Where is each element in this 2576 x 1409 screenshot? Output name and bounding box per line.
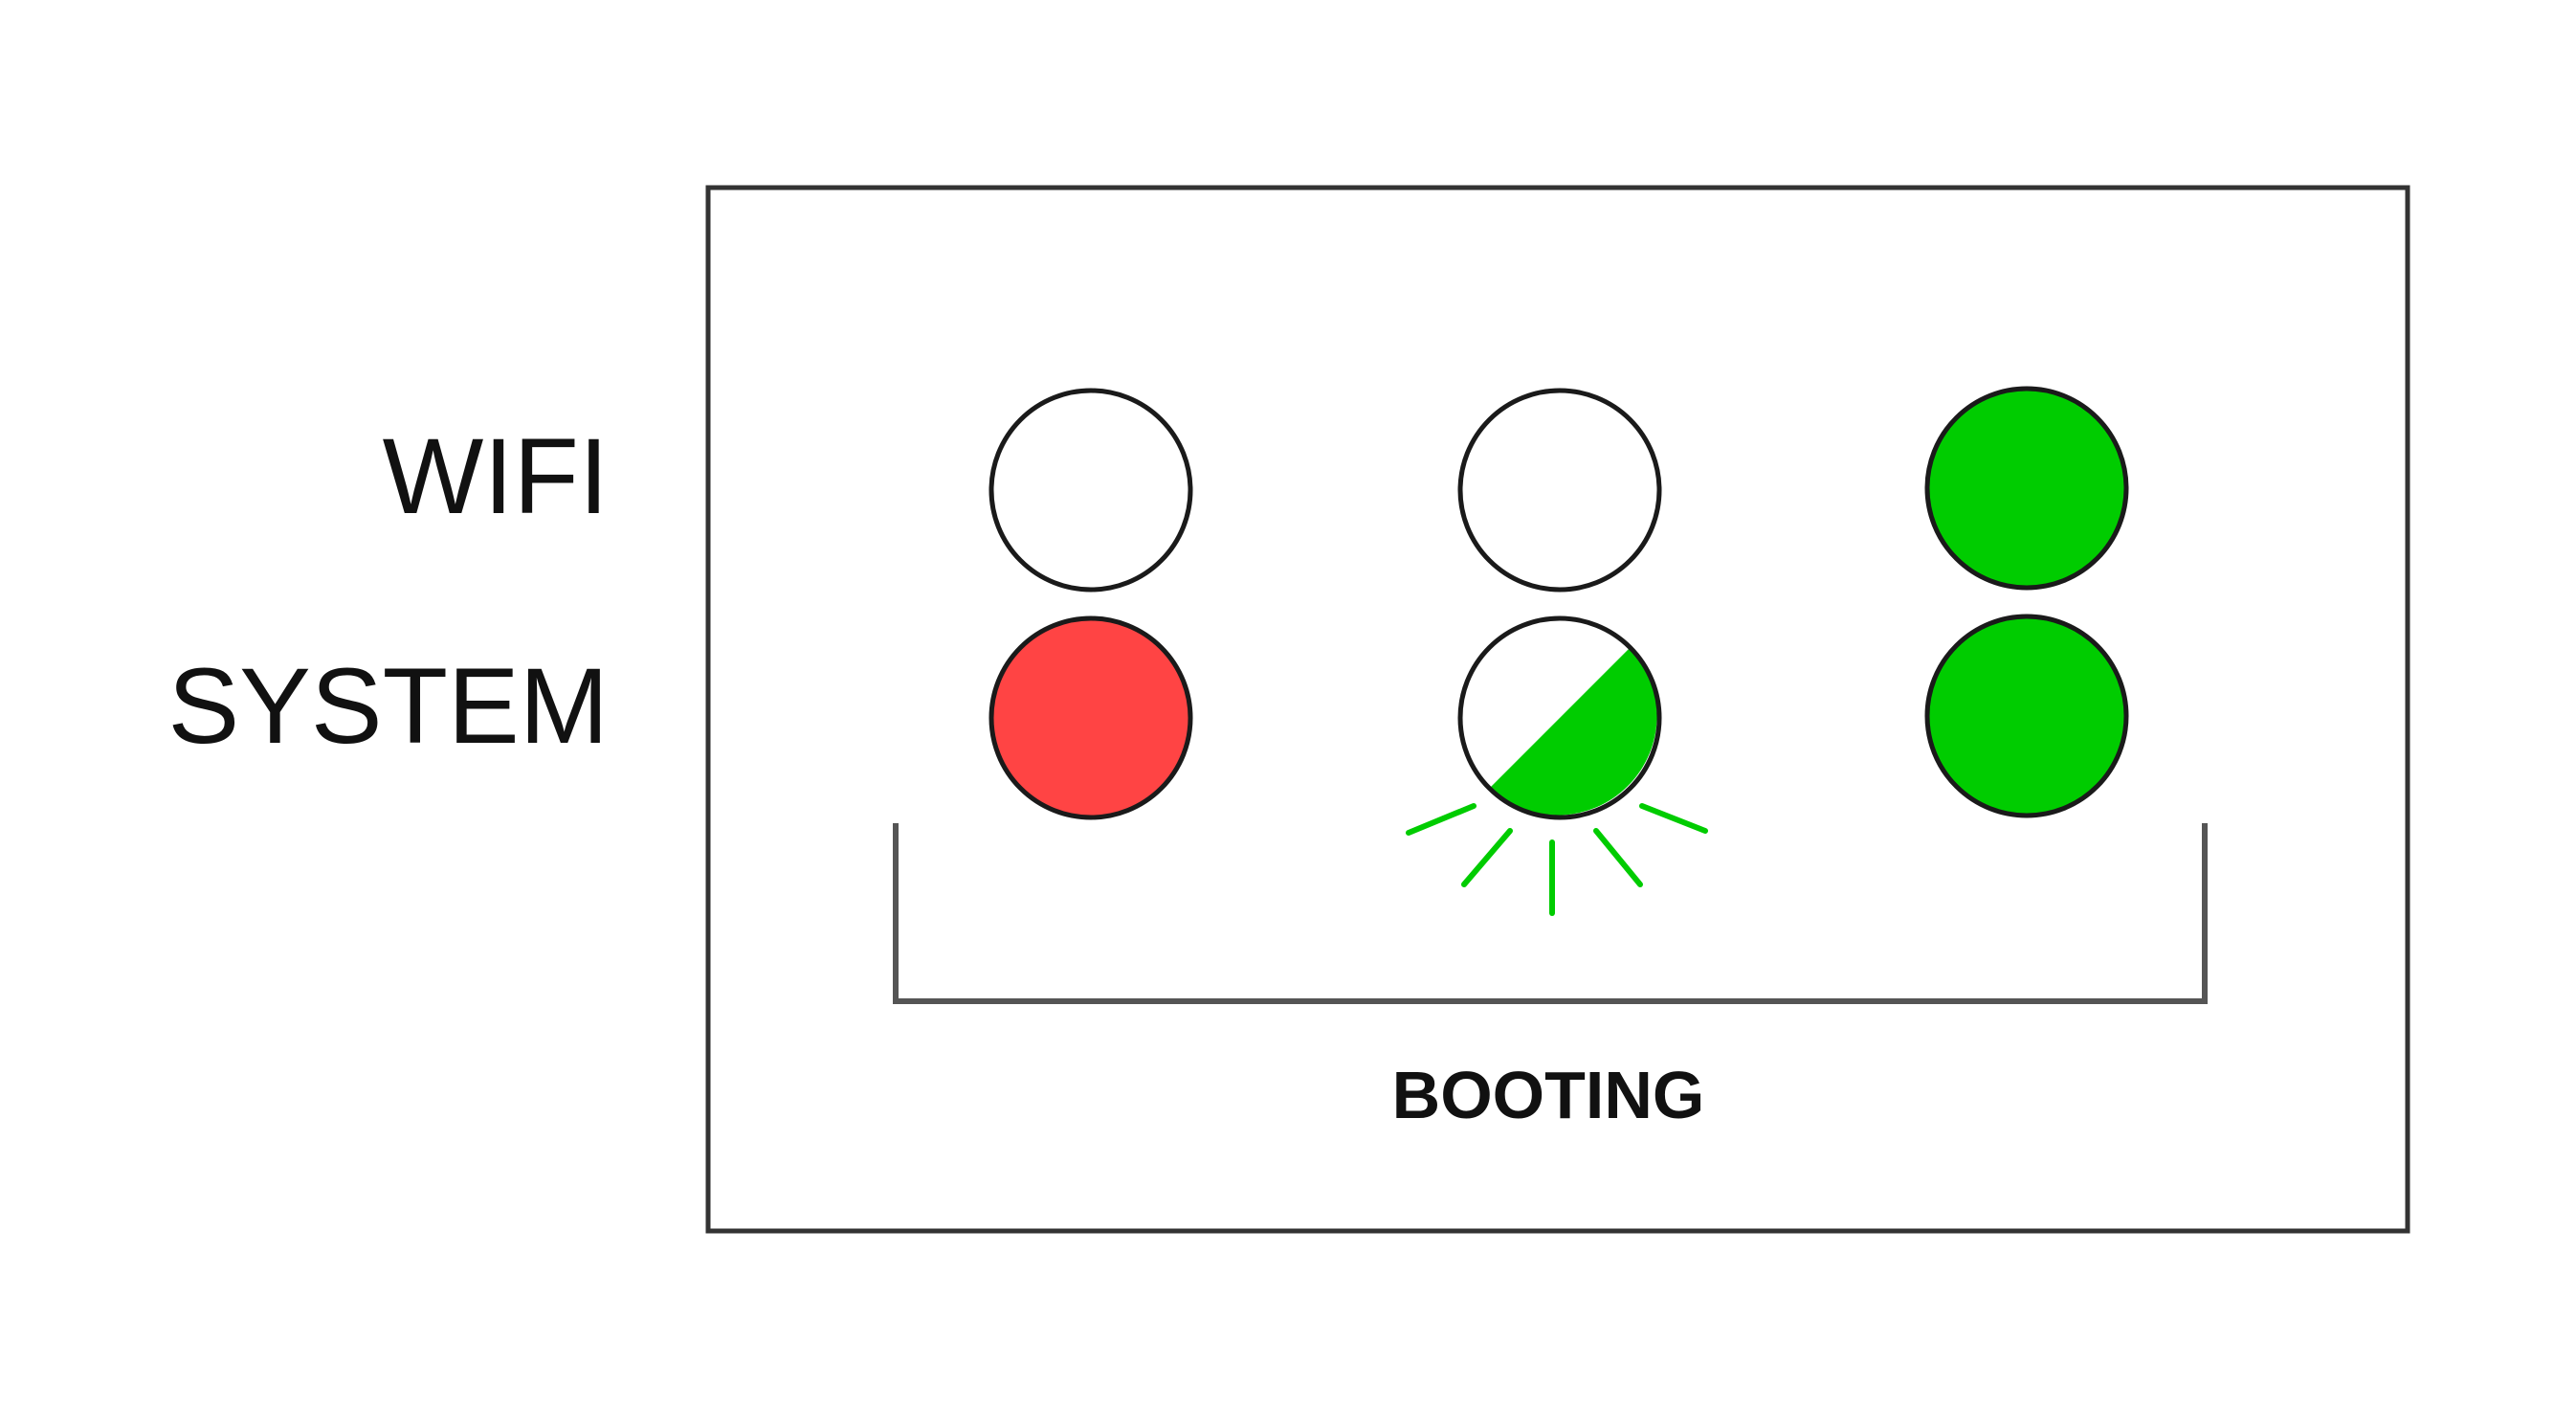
booting-caption: BOOTING	[1392, 1058, 1705, 1132]
state-2-system-led	[1457, 615, 1662, 820]
state-1-system-led	[988, 615, 1193, 820]
blink-ray	[1593, 828, 1643, 887]
wifi-row-label: WIFI	[383, 416, 609, 536]
blink-rays	[1406, 803, 1708, 916]
state-2-wifi-led	[1457, 388, 1662, 593]
diagram-frame	[705, 185, 2410, 1234]
state-2-system-led-green-half	[1489, 647, 1657, 816]
booting-bracket	[893, 823, 2208, 1004]
blink-ray	[1406, 803, 1477, 836]
state-3-system-led	[1924, 614, 2129, 818]
state-3-wifi-led	[1924, 386, 2129, 591]
blink-ray	[1639, 803, 1708, 834]
system-row-label: SYSTEM	[167, 646, 609, 766]
state-1-wifi-led	[988, 388, 1193, 593]
blink-ray	[1461, 828, 1513, 887]
